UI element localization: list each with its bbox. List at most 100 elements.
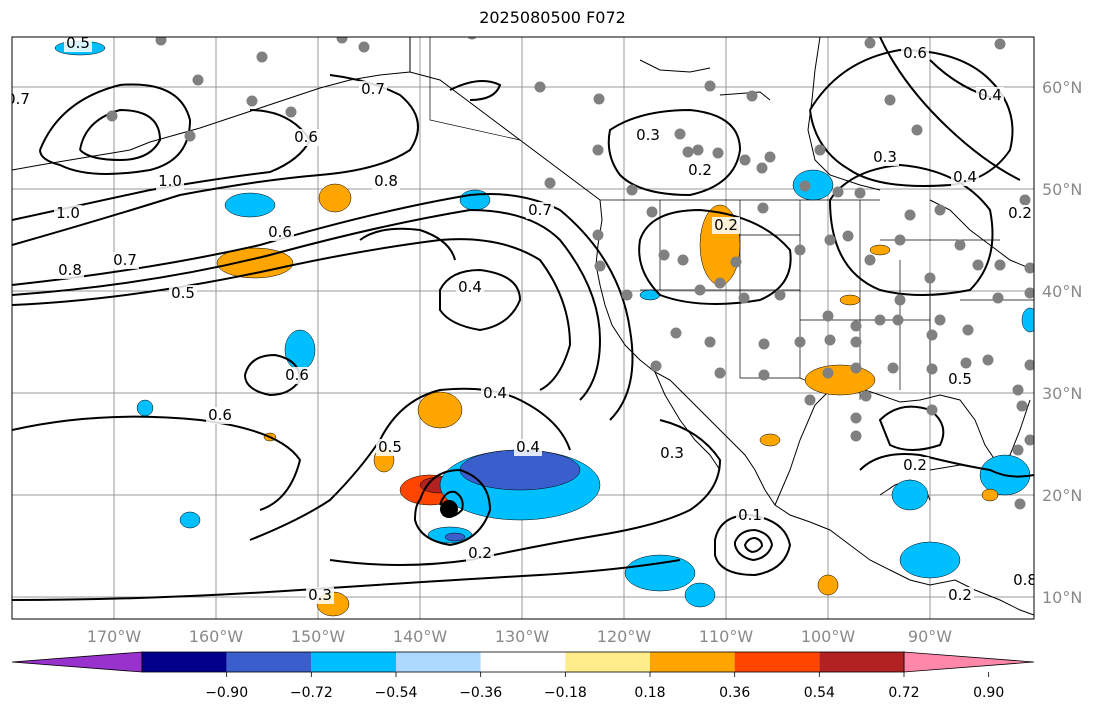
station-marker (894, 294, 906, 306)
shaded-area (684, 582, 716, 608)
station-marker (874, 314, 886, 326)
station-marker (911, 124, 923, 136)
contour-label-bg (946, 371, 974, 388)
lon-label: 120°W (597, 627, 652, 646)
latitude-labels: 60°N 50°N 40°N 30°N 20°N 10°N (1042, 78, 1082, 607)
station-marker (621, 289, 633, 301)
colorbar-segment (819, 652, 904, 672)
station-marker (467, 37, 477, 40)
contour-label: 0.5 (378, 438, 402, 456)
station-marker (704, 80, 716, 92)
station-marker (926, 329, 938, 341)
station-marker (1024, 359, 1034, 371)
station-marker (954, 239, 966, 251)
map-panel (12, 37, 1034, 619)
contour-label: 0.8 (1013, 571, 1037, 589)
storm-center-marker (440, 500, 458, 518)
station-marker (850, 430, 862, 442)
station-marker (670, 327, 682, 339)
contour-label: 0.2 (688, 161, 712, 179)
contour-label: 0.8 (374, 172, 398, 190)
colorbar-tick-label: −0.36 (459, 685, 502, 701)
station-marker (934, 204, 946, 216)
shaded-area (899, 541, 961, 579)
station-marker (850, 320, 862, 332)
contour-label: 0.8 (58, 261, 82, 279)
colorbar-frame (141, 651, 905, 673)
station-marker (994, 259, 1006, 271)
station-marker (712, 147, 724, 159)
station-marker (924, 272, 936, 284)
contour-label: 0.4 (483, 384, 507, 402)
lon-label: 130°W (495, 627, 550, 646)
contour-label-bg (946, 587, 974, 604)
shaded-area (284, 329, 316, 371)
contour-label-bg (712, 217, 740, 234)
station-marker (692, 144, 704, 156)
colorbar-tick-label: 0.18 (634, 685, 665, 701)
station-marker (106, 110, 118, 122)
station-marker (650, 360, 662, 372)
station-marker (992, 292, 1004, 304)
station-marker (822, 367, 834, 379)
station-marker (155, 37, 167, 46)
station-marker (1012, 444, 1024, 456)
colorbar-extend-left (11, 651, 143, 673)
colorbar-extend-right (903, 651, 1035, 673)
station-marker (1024, 434, 1034, 446)
contour-label: 0.2 (948, 586, 972, 604)
contour-label-bg (871, 149, 899, 166)
contour-label-bg (206, 407, 234, 424)
lon-label: 150°W (291, 627, 346, 646)
station-marker (646, 206, 658, 218)
colorbar-tick-label: 0.72 (888, 685, 919, 701)
station-marker (1019, 194, 1031, 206)
lat-label: 10°N (1042, 588, 1082, 607)
lon-label: 170°W (87, 627, 142, 646)
lat-label: 50°N (1042, 180, 1082, 199)
station-marker (1024, 287, 1034, 299)
contour-label: 0.6 (208, 406, 232, 424)
shaded-anomaly-areas (54, 40, 1034, 617)
contour-label: 0.4 (516, 438, 540, 456)
colorbar-segment (650, 652, 735, 672)
shaded-area (817, 574, 839, 596)
lon-label: 110°W (699, 627, 754, 646)
contour-label-bg (266, 224, 294, 241)
station-marker (850, 336, 862, 348)
station-marker (1016, 400, 1028, 412)
station-marker (822, 310, 834, 322)
station-marker (682, 146, 694, 158)
lat-label: 40°N (1042, 282, 1082, 301)
station-marker (960, 357, 972, 369)
station-marker (894, 234, 906, 246)
station-marker (694, 284, 706, 296)
contour-label: 1.0 (158, 172, 182, 190)
station-marker (904, 209, 916, 221)
contour-label-bg (1011, 572, 1034, 589)
contour-label: 0.2 (468, 544, 492, 562)
colorbar-tick-label: 0.54 (804, 685, 835, 701)
contour-label: 0.5 (171, 284, 195, 302)
colorbar-tick-label: 0.36 (719, 685, 750, 701)
contour-label: 0.6 (268, 223, 292, 241)
station-marker (804, 394, 816, 406)
map-frame (11, 36, 1035, 620)
shaded-area (804, 364, 876, 396)
contour-label: 0.5 (66, 34, 90, 52)
station-marker (864, 37, 876, 49)
contour-label-bg (306, 587, 334, 604)
station-marker (814, 144, 826, 156)
colorbar-tick-label: −0.54 (375, 685, 418, 701)
colorbar: −0.90 −0.72 −0.54 −0.36 −0.18 0.18 0.36 0.54 0.7… (11, 651, 1035, 701)
station-marker (794, 244, 806, 256)
station-marker (799, 180, 811, 192)
contour-label-bg (1006, 205, 1034, 222)
contour-labels: 0.5 0.7 0.6 1.0 1.0 0.8 0.8 0.7 0.6 0.5 0.4 0.6 0.6 0… (12, 34, 1037, 604)
shaded-area (869, 244, 891, 256)
station-marker (758, 369, 770, 381)
longitude-labels: 170°W 160°W 150°W 140°W 130°W 120°W 110°W 100°W… (87, 627, 952, 646)
shaded-area (179, 511, 201, 529)
colorbar-segment (142, 652, 227, 672)
station-marker (842, 230, 854, 242)
